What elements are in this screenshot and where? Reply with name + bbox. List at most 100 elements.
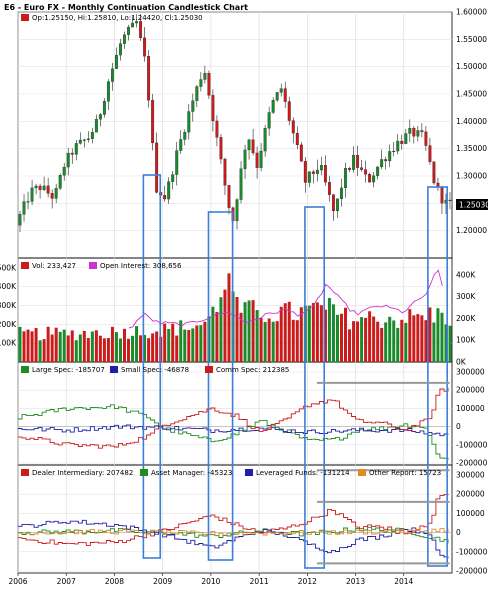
x-tick-label: 2011 bbox=[250, 577, 269, 586]
cot2-panel-series-1 bbox=[18, 526, 449, 544]
cot-disaggregated-tick-label: 200000 bbox=[456, 490, 485, 499]
cot-legacy-tick-label: 0 bbox=[456, 422, 461, 431]
candle-body bbox=[163, 195, 167, 200]
candle-body bbox=[315, 169, 319, 174]
volume-bar bbox=[122, 328, 126, 362]
price-tick-label: 1.55000 bbox=[456, 35, 487, 44]
candle-body bbox=[243, 149, 247, 169]
volume-bar bbox=[199, 325, 203, 362]
volume-bar bbox=[428, 307, 432, 362]
candle-body bbox=[311, 171, 315, 174]
price-tick-label: 1.35000 bbox=[456, 144, 487, 153]
volume-bar bbox=[66, 335, 70, 362]
candle-body bbox=[396, 140, 400, 152]
volume-bar bbox=[352, 321, 356, 362]
candle-body bbox=[219, 137, 223, 160]
candle-body bbox=[340, 187, 343, 199]
candle-body bbox=[356, 154, 360, 168]
x-tick-label: 2006 bbox=[8, 577, 27, 586]
candle-body bbox=[171, 174, 175, 182]
volume-bar bbox=[86, 338, 90, 362]
ohlc-readout: Op:1.25150, Hi:1.25810, Lo:1.24420, Cl:1… bbox=[32, 14, 203, 22]
candle-body bbox=[416, 130, 420, 137]
highlight-box bbox=[427, 186, 448, 567]
candle-body bbox=[360, 167, 364, 170]
candle-body bbox=[368, 174, 372, 183]
candle-body bbox=[336, 198, 339, 212]
highlight-box bbox=[207, 211, 234, 561]
volume-bar bbox=[311, 302, 315, 362]
volume-bar bbox=[436, 308, 440, 362]
dealer-legend-label: Dealer Intermediary: 207482 bbox=[32, 469, 133, 477]
volume-tick-label-right: 400K bbox=[456, 270, 476, 279]
x-tick-label: 2007 bbox=[57, 577, 76, 586]
x-tick-label: 2009 bbox=[153, 577, 172, 586]
volume-bar bbox=[291, 319, 295, 362]
volume-bar bbox=[339, 313, 343, 362]
candle-body bbox=[372, 175, 376, 183]
comm-spec-legend-swatch bbox=[205, 366, 213, 373]
volume-bar bbox=[416, 314, 420, 362]
candle-body bbox=[66, 152, 70, 168]
candle-body bbox=[412, 127, 416, 137]
volume-bar bbox=[110, 326, 114, 362]
volume-bar bbox=[98, 335, 102, 362]
cot2-panel-series-0 bbox=[18, 493, 449, 546]
candle-body bbox=[187, 111, 191, 133]
volume-bar bbox=[243, 302, 247, 362]
large-spec-legend-swatch bbox=[21, 366, 29, 373]
volume-bar bbox=[299, 307, 303, 362]
price-tick-label: 1.30000 bbox=[456, 172, 487, 181]
cot-legacy-tick-label: -200000 bbox=[456, 459, 488, 468]
volume-legend-swatch bbox=[21, 262, 29, 269]
volume-bar bbox=[335, 314, 339, 362]
candle-body bbox=[303, 161, 307, 183]
candle-body bbox=[110, 68, 114, 82]
cot-disaggregated-tick-label: -200000 bbox=[456, 567, 488, 576]
candle-body bbox=[352, 154, 355, 170]
candle-body bbox=[428, 145, 432, 162]
comm-spec-legend-label: Comm Spec: 212385 bbox=[216, 366, 289, 374]
volume-bar bbox=[175, 335, 179, 362]
other-report-legend-swatch bbox=[358, 469, 366, 476]
candle-body bbox=[54, 188, 58, 199]
candle-body bbox=[26, 201, 30, 203]
volume-bar bbox=[203, 321, 207, 362]
candle-body bbox=[167, 181, 171, 200]
volume-tick-label-left: 100K bbox=[0, 339, 17, 348]
candle-body bbox=[90, 132, 94, 139]
candle-body bbox=[299, 144, 303, 162]
price-tick-label: 1.45000 bbox=[456, 90, 487, 99]
volume-bar bbox=[448, 325, 452, 362]
candle-body bbox=[195, 86, 199, 101]
open-interest-legend-label: Open Interest: 308,656 bbox=[100, 262, 182, 270]
volume-bar bbox=[114, 332, 118, 362]
volume-bar bbox=[50, 334, 54, 362]
candle-body bbox=[332, 194, 335, 212]
volume-bar bbox=[147, 338, 151, 362]
volume-bar bbox=[235, 297, 239, 362]
volume-bar bbox=[58, 331, 62, 362]
volume-bar bbox=[22, 331, 26, 362]
candle-body bbox=[323, 165, 327, 183]
candle-body bbox=[115, 54, 118, 69]
candle-body bbox=[143, 37, 147, 57]
volume-bar bbox=[127, 338, 131, 362]
candle-body bbox=[424, 131, 428, 146]
volume-bar bbox=[323, 309, 327, 362]
cot-legacy-tick-label: 100000 bbox=[456, 404, 485, 413]
volume-bar bbox=[143, 334, 147, 362]
x-tick-label: 2014 bbox=[394, 577, 413, 586]
candle-body bbox=[135, 21, 138, 24]
candle-body bbox=[207, 73, 211, 96]
volume-tick-label-left: 300K bbox=[0, 301, 17, 310]
cot-legacy-tick-label: -100000 bbox=[456, 440, 488, 449]
volume-bar bbox=[239, 312, 243, 362]
candle-body bbox=[408, 127, 412, 134]
cot-legacy-tick-label: 200000 bbox=[456, 386, 485, 395]
cot2-panel-series-3 bbox=[18, 528, 449, 536]
candle-body bbox=[183, 132, 187, 140]
volume-bar bbox=[356, 321, 360, 362]
volume-tick-label-right: 300K bbox=[456, 292, 476, 301]
candle-body bbox=[139, 21, 143, 38]
